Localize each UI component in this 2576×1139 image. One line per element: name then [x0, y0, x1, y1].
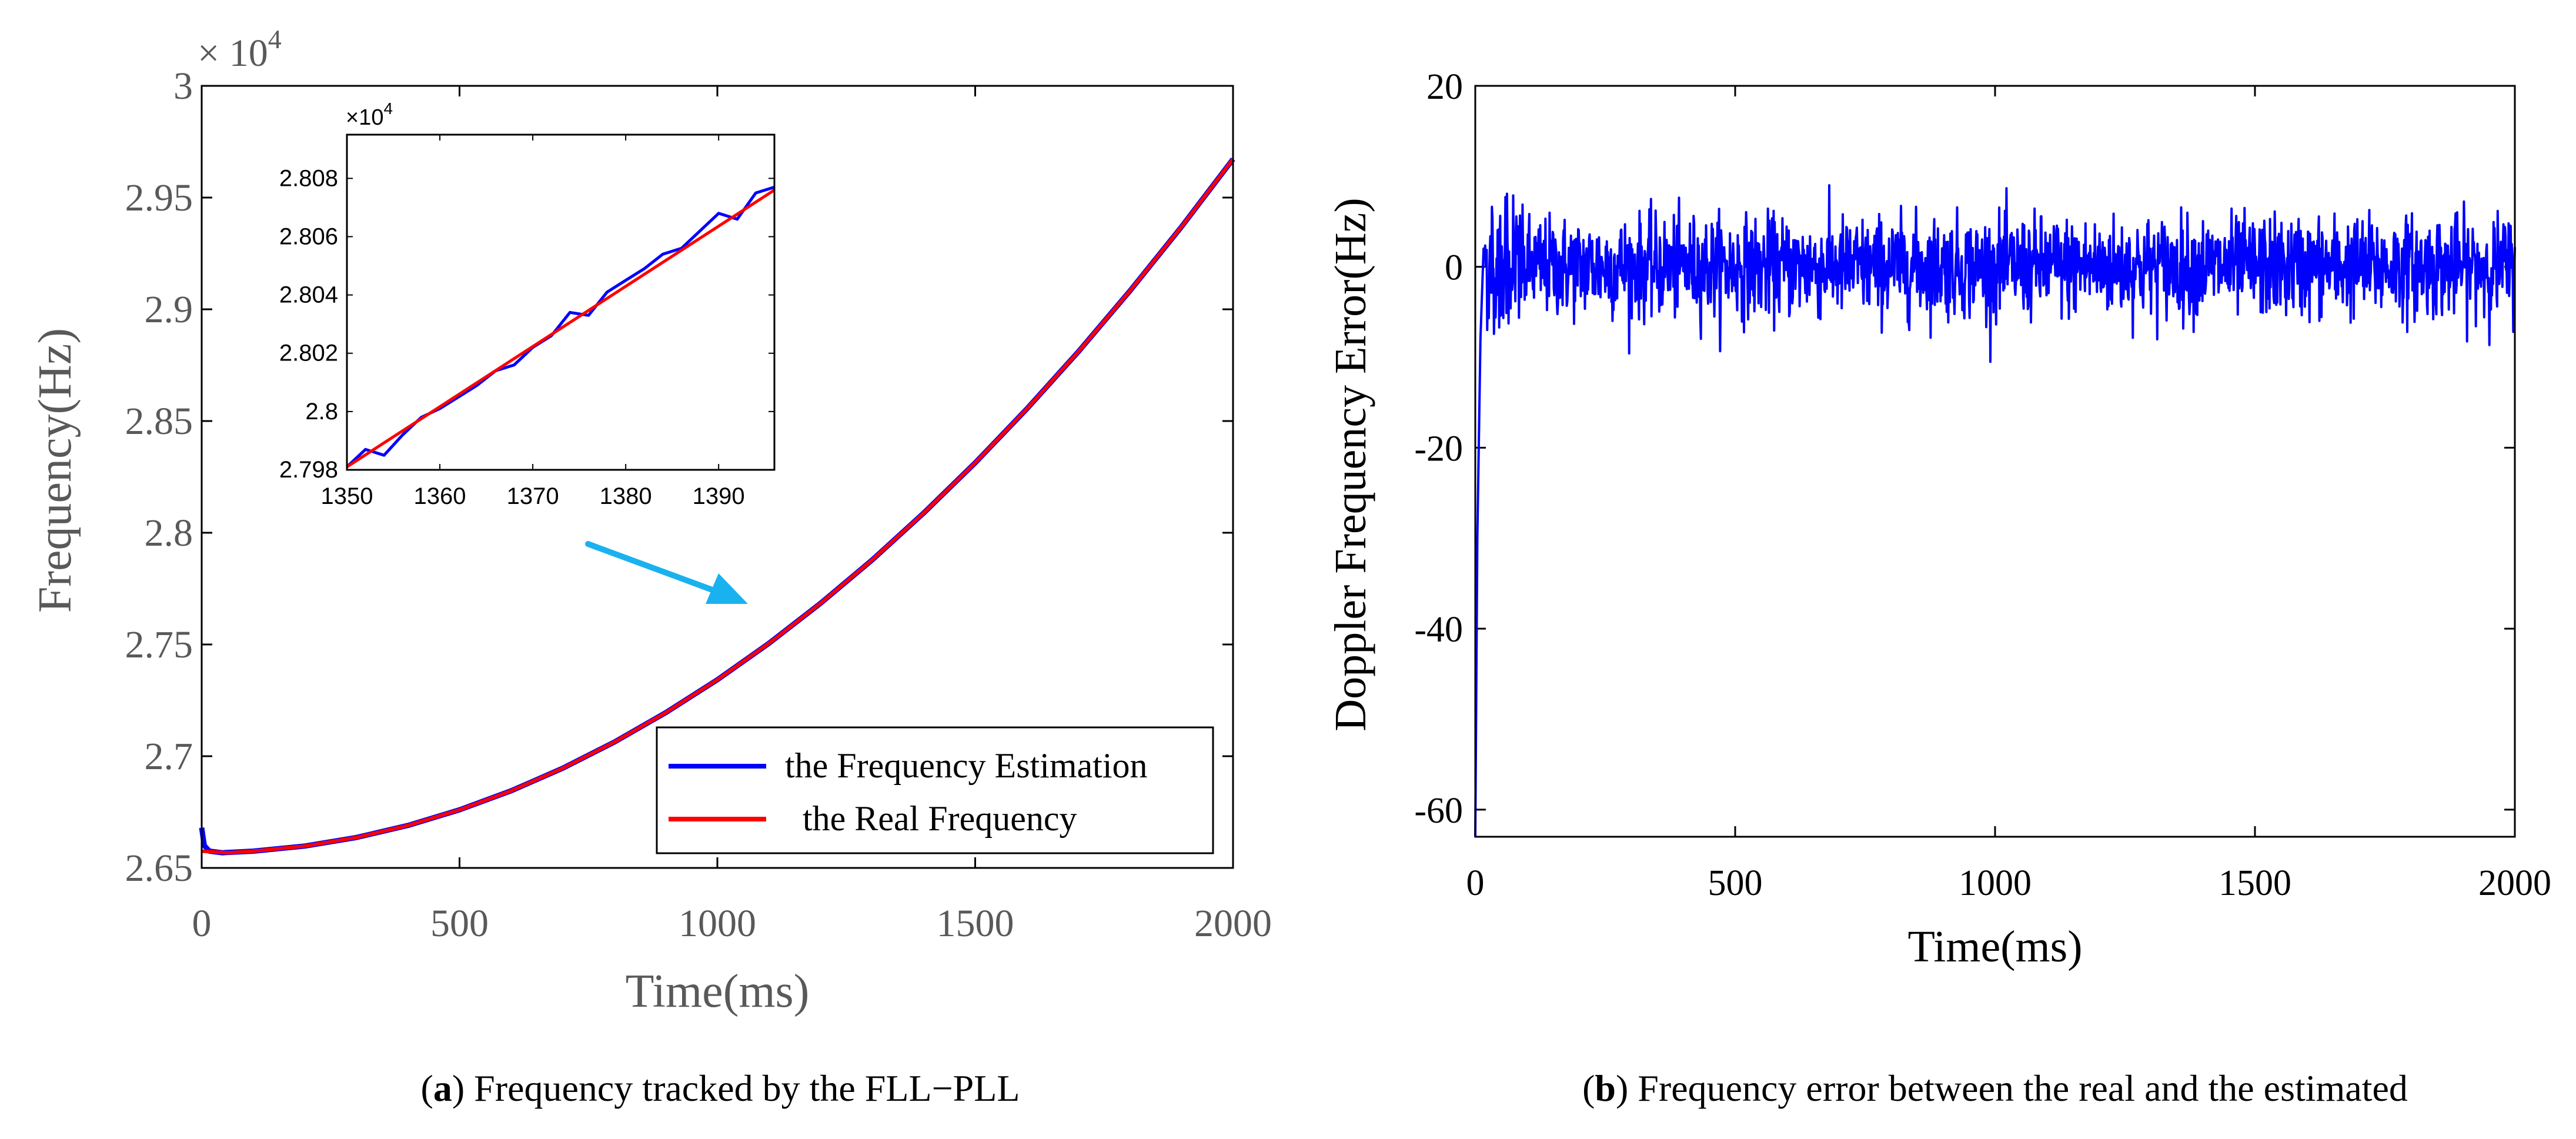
chart-a-xtick-label: 1000: [679, 902, 756, 945]
legend-label-real: the Real Frequency: [785, 799, 1077, 838]
chart-a-annotation-arrow: [585, 541, 748, 604]
chart-b-xtick-label: 1500: [2218, 863, 2291, 903]
inset-xtick-label: 1350: [321, 483, 373, 509]
chart-b-series-error: [1474, 184, 2516, 837]
inset-series-real: [346, 189, 776, 469]
chart-a-ytick-label: 2.7: [145, 735, 193, 778]
chart-a-ytick-label: 2.75: [125, 623, 193, 666]
inset-xtick-label: 1370: [507, 483, 559, 509]
chart-a-ytick-label: 2.85: [125, 400, 193, 443]
chart-a-inset: 1350 1360 1370 1380 1390 2.798 2.8 2.802 2.804 2.…: [279, 99, 776, 509]
chart-a-xlabel: Time(ms): [626, 966, 810, 1017]
chart-b-ytick-label: -60: [1414, 791, 1463, 831]
inset-xtick-label: 1380: [600, 483, 652, 509]
chart-b-ylabel: Doppler Frequency Error(Hz): [1326, 198, 1375, 731]
legend-box: [656, 726, 1214, 854]
inset-ytick-label: 2.806: [279, 223, 338, 249]
chart-b: 0 500 1000 1500 2000 -60 -40 -20 0 20 Time(ms) Do…: [1326, 67, 2551, 1109]
inset-ytick-label: 2.804: [279, 282, 338, 308]
inset-ytick-label: 2.798: [279, 457, 338, 483]
chart-a-plot-frame: [201, 85, 1234, 869]
chart-a-ytick-label: 3: [173, 65, 193, 108]
chart-b-lines: [1474, 184, 2516, 837]
inset-background: [347, 135, 774, 470]
inset-frame: [346, 133, 776, 471]
chart-a-lines: [199, 157, 1235, 856]
chart-b-tick-labels: 0 500 1000 1500 2000 -60 -40 -20 0 20: [1414, 67, 2551, 903]
chart-a-ytick-label: 2.95: [125, 176, 193, 219]
chart-a-legend: the Frequency Estimation the Real Freque…: [656, 726, 1214, 854]
chart-a: 0 500 1000 1500 2000 2.65 2.7 2.75 2.8 2.85 2.9 2.9…: [29, 24, 1272, 1109]
inset-xtick-label: 1360: [414, 483, 466, 509]
chart-a-xtick-label: 1500: [937, 902, 1014, 945]
chart-b-xtick-label: 2000: [2478, 863, 2551, 903]
caption-a: (a) Frequency tracked by the FLL−PLL: [421, 1067, 1020, 1109]
chart-a-series-real: [201, 158, 1235, 855]
chart-b-xtick-label: 0: [1466, 863, 1485, 903]
chart-a-ytick-label: 2.9: [145, 288, 193, 331]
chart-a-xtick-label: 500: [430, 902, 489, 945]
chart-b-ytick-label: 0: [1445, 248, 1463, 288]
chart-b-xlabel: Time(ms): [1907, 922, 2082, 971]
chart-b-plot-frame: [1474, 85, 2516, 838]
inset-ytick-label: 2.808: [279, 165, 338, 191]
chart-b-ytick-label: -20: [1414, 429, 1463, 469]
chart-a-ytick-label: 2.65: [125, 847, 193, 890]
chart-b-ticks: [1474, 85, 2516, 837]
legend-label-estimation: the Frequency Estimation: [785, 746, 1148, 785]
caption-b: (b) Frequency error between the real and…: [1582, 1067, 2408, 1109]
chart-b-xtick-label: 1000: [1959, 863, 2032, 903]
chart-b-ytick-label: -40: [1414, 610, 1463, 650]
chart-a-xtick-label: 0: [192, 902, 212, 945]
inset-tick-labels: 1350 1360 1370 1380 1390 2.798 2.8 2.802 2.804 2.…: [279, 165, 745, 509]
chart-a-xtick-label: 2000: [1194, 902, 1272, 945]
inset-lines: [346, 185, 776, 469]
inset-y-multiplier: ×104: [346, 99, 393, 130]
inset-ytick-label: 2.802: [279, 340, 338, 366]
chart-a-tick-labels: 0 500 1000 1500 2000 2.65 2.7 2.75 2.8 2.85 2.9 2.9…: [125, 65, 1272, 945]
inset-xtick-label: 1390: [693, 483, 745, 509]
chart-a-ylabel: Frequency(Hz): [29, 328, 81, 613]
inset-ytick-label: 2.8: [305, 399, 338, 425]
chart-a-ytick-label: 2.8: [145, 512, 193, 555]
chart-a-y-multiplier: × 104: [198, 24, 282, 75]
chart-b-ytick-label: 20: [1426, 67, 1463, 107]
chart-b-xtick-label: 500: [1708, 863, 1763, 903]
